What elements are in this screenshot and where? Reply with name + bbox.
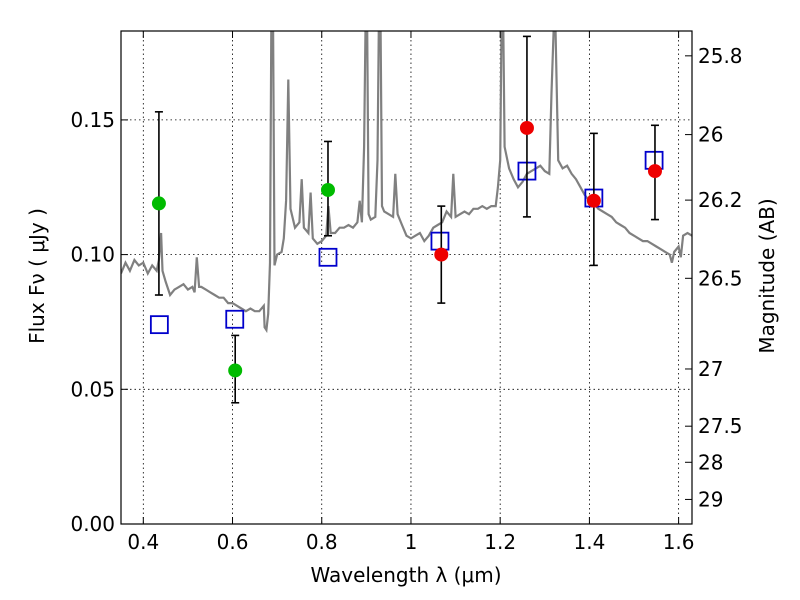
axis-ticks <box>121 31 692 525</box>
y-right-tick-label: 25.8 <box>698 44 743 68</box>
y-right-tick-label: 26 <box>698 123 723 147</box>
observed-green-point <box>228 363 243 378</box>
x-tick-label: 1.4 <box>573 530 605 554</box>
y-tick-label: 0.10 <box>70 243 115 267</box>
model-photometry-markers <box>149 150 664 335</box>
model-photometry-square <box>318 247 338 267</box>
y-axis-right-title: Magnitude (AB) <box>755 198 779 353</box>
x-tick-label: 1.6 <box>663 530 695 554</box>
observed-red-point <box>586 193 601 208</box>
y-tick-label: 0.05 <box>70 377 115 401</box>
model-photometry-square <box>149 315 169 335</box>
y-right-tick-label: 26.2 <box>698 188 743 212</box>
x-axis-title: Wavelength λ (μm) <box>310 563 501 587</box>
model-spectrum-line <box>121 31 692 334</box>
y-right-tick-label: 26.5 <box>698 266 743 290</box>
y-tick-label: 0.00 <box>70 512 115 536</box>
x-tick-label: 0.8 <box>306 530 338 554</box>
grid <box>121 31 692 525</box>
observed-green-point <box>320 182 335 197</box>
y-right-tick-label: 28 <box>698 450 723 474</box>
y-axis-title: Flux Fν ( μJy ) <box>25 208 49 344</box>
x-tick-label: 0.6 <box>217 530 249 554</box>
model-photometry-square <box>225 309 245 329</box>
x-tick-label: 1 <box>405 530 418 554</box>
x-tick-label: 1.2 <box>484 530 516 554</box>
y-right-tick-label: 29 <box>698 487 723 511</box>
y-tick-label: 0.15 <box>70 108 115 132</box>
model-photometry-square <box>430 231 450 251</box>
tick-labels: 0.4 0.6 0.8 1 1.2 1.4 1.6 0.00 0.05 0.10 0.15 25.8 2… <box>70 44 742 554</box>
y-right-tick-label: 27 <box>698 357 723 381</box>
x-tick-label: 0.4 <box>127 530 159 554</box>
observed-red-point <box>647 164 662 179</box>
observed-red-point <box>519 120 534 135</box>
observed-red-point <box>434 247 449 262</box>
observed-green-point <box>151 196 166 211</box>
plot-frame <box>120 30 693 525</box>
observed-photometry <box>151 35 662 404</box>
y-right-tick-label: 27.5 <box>698 414 743 438</box>
